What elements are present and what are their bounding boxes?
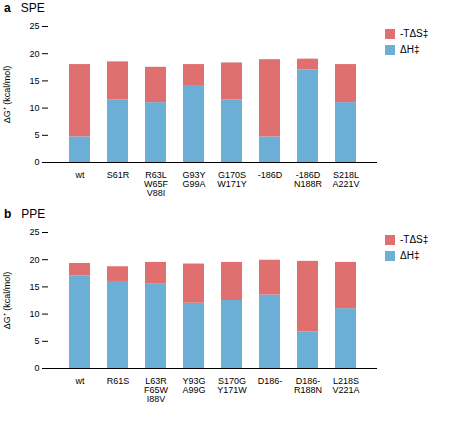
svg-text:S61R: S61R — [107, 170, 130, 180]
svg-text:5: 5 — [34, 130, 39, 140]
svg-text:R61S: R61S — [107, 376, 130, 386]
svg-text:L218SV221A: L218SV221A — [332, 376, 359, 395]
svg-text:R63LW65FV88I: R63LW65FV88I — [144, 170, 169, 198]
html-text:ΔH‡: ΔH‡ — [400, 44, 420, 55]
svg-text:20: 20 — [29, 255, 39, 265]
svg-text:wt: wt — [75, 376, 85, 386]
svg-text:ΔG⁺ (kcal/mol): ΔG⁺ (kcal/mol) — [2, 272, 12, 330]
svg-text:10: 10 — [29, 309, 39, 319]
svg-text:Y93GA99G: Y93GA99G — [182, 376, 205, 395]
html-text:PPE: PPE — [21, 207, 46, 221]
svg-text:25: 25 — [29, 21, 39, 31]
svg-text:G170SW171Y: G170SW171Y — [217, 170, 247, 189]
svg-text:D186-R188N: D186-R188N — [294, 376, 322, 395]
svg-text:10: 10 — [29, 103, 39, 113]
svg-text:ΔG⁺ (kcal/mol): ΔG⁺ (kcal/mol) — [2, 66, 12, 124]
html-text:-TΔS‡: -TΔS‡ — [400, 28, 429, 39]
svg-text:-186D: -186D — [258, 170, 283, 180]
svg-text:20: 20 — [29, 49, 39, 59]
html-text:ΔH‡: ΔH‡ — [400, 250, 420, 261]
svg-text:-186DN188R: -186DN188R — [294, 170, 323, 189]
svg-text:0: 0 — [34, 363, 39, 373]
svg-text:5: 5 — [34, 336, 39, 346]
html-text:b: b — [4, 207, 12, 221]
svg-text:25: 25 — [29, 227, 39, 237]
html-text:-TΔS‡: -TΔS‡ — [400, 234, 429, 245]
svg-text:0: 0 — [34, 157, 39, 167]
svg-text:D186-: D186- — [258, 376, 283, 386]
svg-text:L63RF65WI88V: L63RF65WI88V — [144, 376, 169, 404]
svg-text:15: 15 — [29, 282, 39, 292]
svg-text:wt: wt — [75, 170, 85, 180]
svg-text:S218LA221V: S218LA221V — [332, 170, 359, 189]
html-text:a: a — [4, 1, 11, 15]
svg-text:15: 15 — [29, 76, 39, 86]
svg-text:S170GY171W: S170GY171W — [217, 376, 247, 395]
html-text:SPE: SPE — [20, 1, 45, 15]
svg-text:G93YG99A: G93YG99A — [182, 170, 205, 189]
